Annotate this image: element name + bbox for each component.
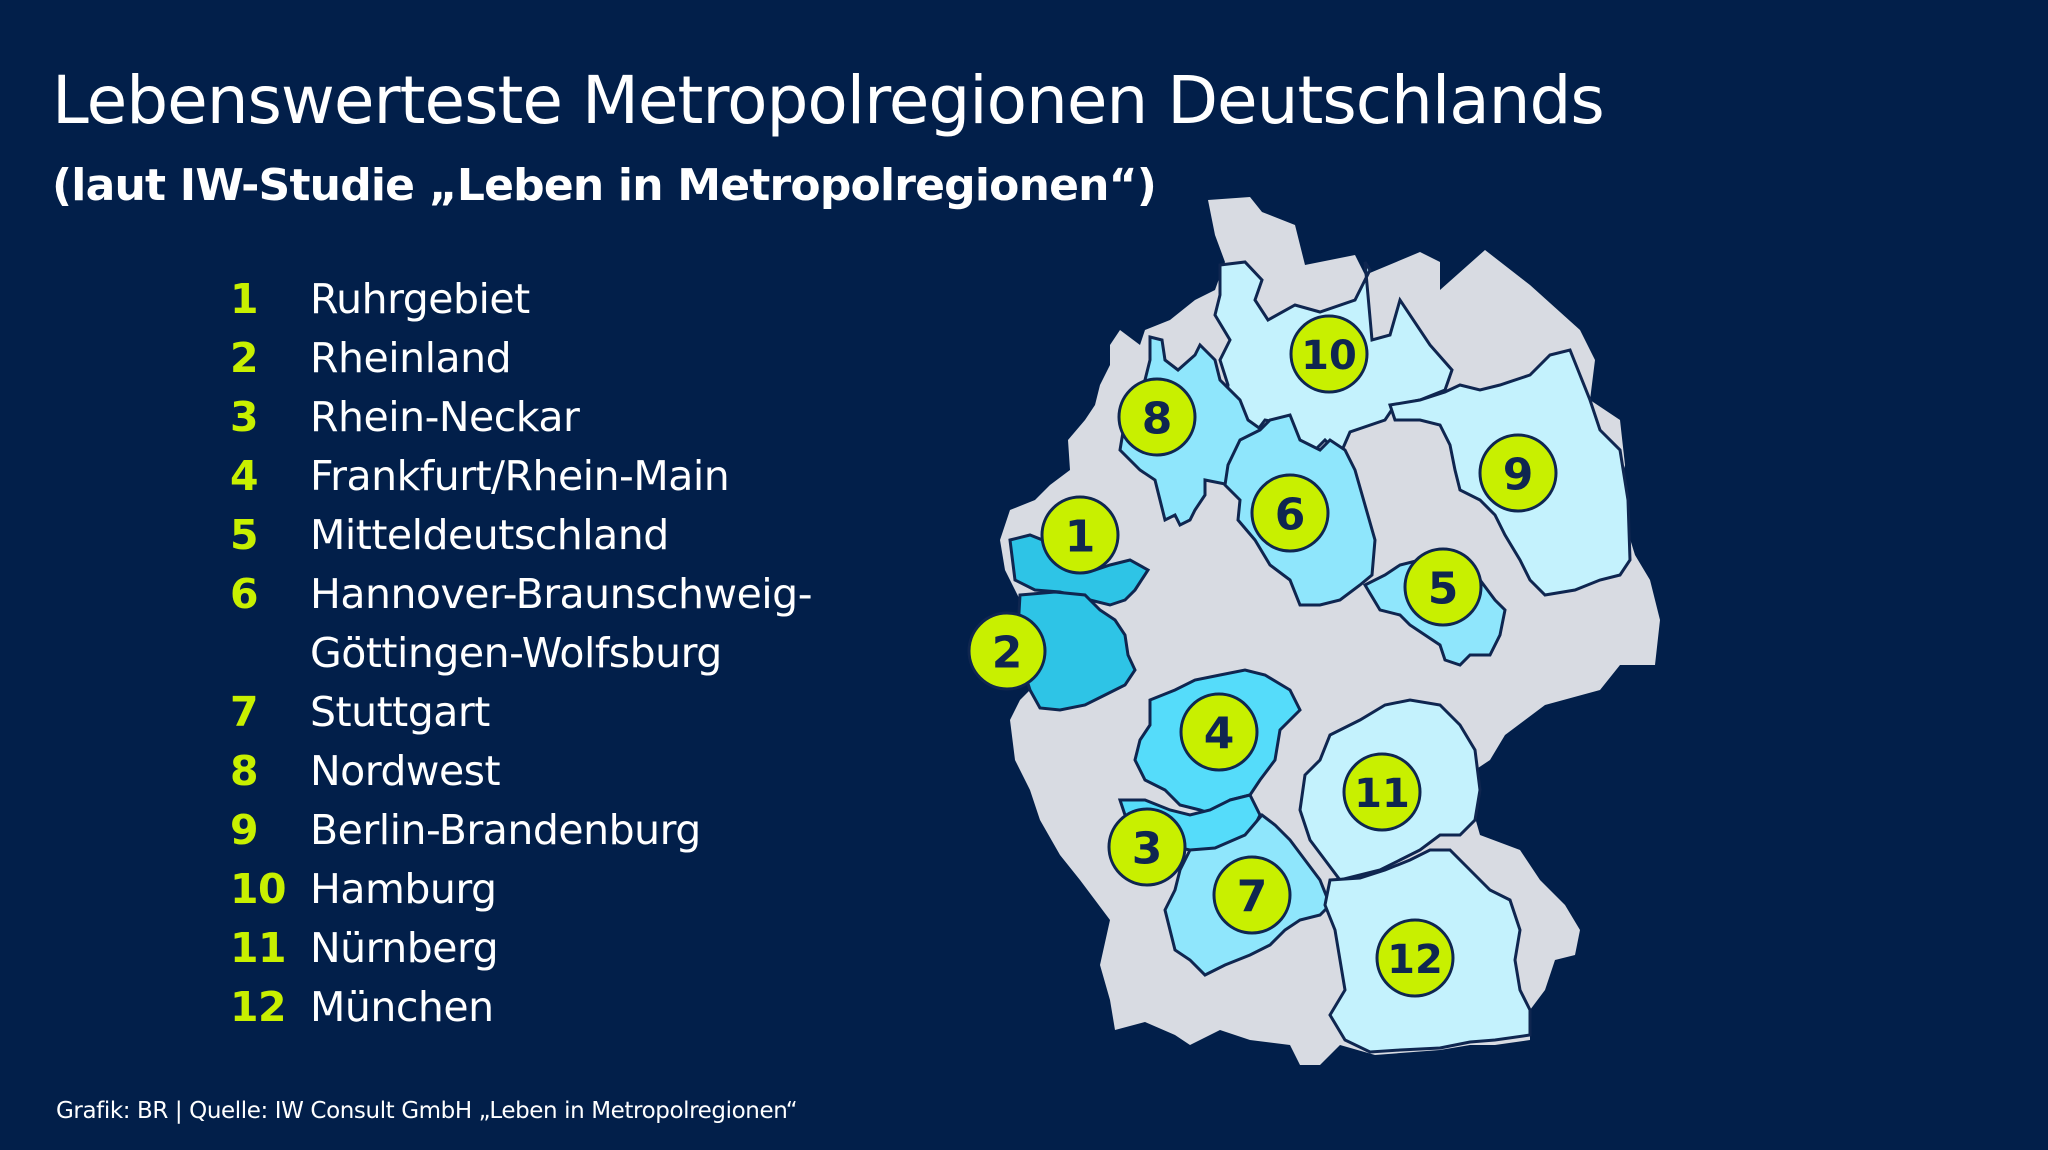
ranking-item-12: 12 München bbox=[230, 978, 812, 1037]
ranking-item-2: 2 Rheinland bbox=[230, 329, 812, 388]
rank-number: 6 bbox=[230, 570, 259, 618]
region-name-line-2: Göttingen-Wolfsburg bbox=[310, 629, 722, 677]
rank-number: 12 bbox=[230, 983, 287, 1031]
svg-text:1: 1 bbox=[1065, 512, 1096, 563]
svg-text:6: 6 bbox=[1275, 490, 1306, 541]
page-title: Lebenswerteste Metropolregionen Deutschl… bbox=[52, 62, 1605, 139]
svg-text:5: 5 bbox=[1428, 564, 1459, 615]
region-name: Frankfurt/Rhein-Main bbox=[310, 452, 730, 500]
region-name: Berlin-Brandenburg bbox=[310, 806, 701, 854]
region-name: München bbox=[310, 983, 494, 1031]
marker-6: 6 bbox=[1250, 473, 1330, 553]
rank-number: 2 bbox=[230, 334, 259, 382]
ranking-item-9: 9 Berlin-Brandenburg bbox=[230, 801, 812, 860]
rank-number: 7 bbox=[230, 688, 259, 736]
svg-text:3: 3 bbox=[1132, 824, 1163, 875]
rank-number: 1 bbox=[230, 275, 259, 323]
svg-text:8: 8 bbox=[1142, 394, 1173, 445]
svg-text:9: 9 bbox=[1503, 450, 1534, 501]
rank-number: 4 bbox=[230, 452, 259, 500]
region-name: Rheinland bbox=[310, 334, 512, 382]
ranking-item-10: 10 Hamburg bbox=[230, 860, 812, 919]
region-name: Mitteldeutschland bbox=[310, 511, 669, 559]
marker-11: 11 bbox=[1342, 752, 1422, 832]
ranking-item-5: 5 Mitteldeutschland bbox=[230, 506, 812, 565]
region-name: Hannover-Braunschweig- Göttingen-Wolfsbur… bbox=[310, 565, 813, 683]
rank-number: 3 bbox=[230, 393, 259, 441]
marker-7: 7 bbox=[1212, 855, 1292, 935]
marker-8: 8 bbox=[1117, 377, 1197, 457]
region-name: Rhein-Neckar bbox=[310, 393, 580, 441]
svg-text:10: 10 bbox=[1301, 333, 1357, 379]
region-name: Nürnberg bbox=[310, 924, 499, 972]
ranking-item-8: 8 Nordwest bbox=[230, 742, 812, 801]
ranking-item-3: 3 Rhein-Neckar bbox=[230, 388, 812, 447]
svg-text:11: 11 bbox=[1354, 771, 1410, 817]
marker-9: 9 bbox=[1478, 433, 1558, 513]
svg-text:4: 4 bbox=[1204, 709, 1235, 760]
svg-text:7: 7 bbox=[1237, 872, 1268, 923]
region-name: Hamburg bbox=[310, 865, 497, 913]
svg-text:2: 2 bbox=[992, 628, 1023, 679]
ranking-list: 1 Ruhrgebiet 2 Rheinland 3 Rhein-Neckar 4 Fr… bbox=[230, 270, 813, 1037]
region-name: Stuttgart bbox=[310, 688, 490, 736]
region-name: Ruhrgebiet bbox=[310, 275, 530, 323]
rank-number: 10 bbox=[230, 865, 287, 913]
svg-text:12: 12 bbox=[1387, 937, 1443, 983]
region-name: Nordwest bbox=[310, 747, 501, 795]
marker-3: 3 bbox=[1107, 807, 1187, 887]
ranking-item-1: 1 Ruhrgebiet bbox=[230, 270, 812, 329]
ranking-item-7: 7 Stuttgart bbox=[230, 683, 812, 742]
rank-number: 8 bbox=[230, 747, 259, 795]
rank-number: 5 bbox=[230, 511, 259, 559]
marker-12: 12 bbox=[1375, 918, 1455, 998]
source-credit: Grafik: BR | Quelle: IW Consult GmbH „Le… bbox=[56, 1098, 798, 1124]
ranking-item-6: 6 Hannover-Braunschweig- Göttingen-Wolfsbu… bbox=[230, 565, 813, 683]
rank-number: 11 bbox=[230, 924, 287, 972]
page-subtitle: (laut IW-Studie „Leben in Metropolregion… bbox=[52, 160, 1157, 211]
marker-10: 10 bbox=[1289, 314, 1369, 394]
marker-2: 2 bbox=[967, 611, 1047, 691]
ranking-item-4: 4 Frankfurt/Rhein-Main bbox=[230, 447, 812, 506]
region-name-line-1: Hannover-Braunschweig- bbox=[310, 570, 813, 618]
rank-number: 9 bbox=[230, 806, 259, 854]
marker-1: 1 bbox=[1040, 495, 1120, 575]
marker-4: 4 bbox=[1179, 692, 1259, 772]
ranking-item-11: 11 Nürnberg bbox=[230, 919, 812, 978]
marker-5: 5 bbox=[1403, 547, 1483, 627]
